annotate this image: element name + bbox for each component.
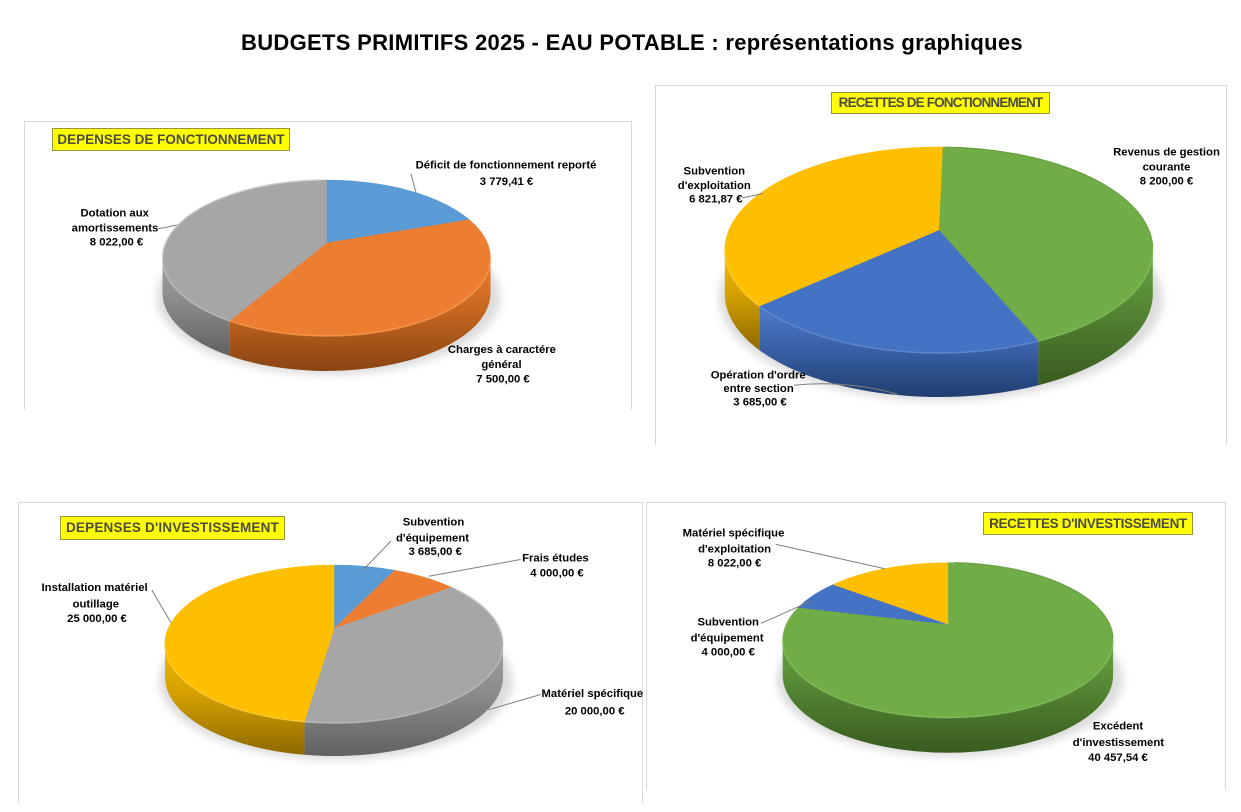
svg-text:Matériel spécifique: Matériel spécifique	[683, 528, 785, 540]
svg-text:d'équipement: d'équipement	[396, 532, 469, 544]
svg-text:8 200,00 €: 8 200,00 €	[1140, 176, 1194, 188]
svg-text:Déficit de fonctionnement repo: Déficit de fonctionnement reporté	[416, 160, 597, 172]
svg-text:Dotation aux: Dotation aux	[80, 207, 149, 219]
svg-text:amortissements: amortissements	[72, 223, 159, 235]
svg-text:d'exploitation: d'exploitation	[678, 180, 751, 192]
svg-text:Opération d'ordre: Opération d'ordre	[711, 369, 806, 381]
svg-text:7 500,00 €: 7 500,00 €	[476, 374, 530, 386]
svg-text:Excédent: Excédent	[1093, 721, 1143, 733]
svg-text:Revenus de gestion: Revenus de gestion	[1113, 147, 1220, 159]
svg-text:d'équipement: d'équipement	[691, 632, 764, 644]
svg-text:Frais études: Frais études	[522, 553, 589, 565]
svg-text:Installation matériel: Installation matériel	[42, 582, 148, 594]
svg-text:3 779,41 €: 3 779,41 €	[480, 176, 534, 188]
svg-text:général: général	[481, 359, 521, 371]
svg-text:Subvention: Subvention	[403, 516, 465, 528]
svg-text:20 000,00 €: 20 000,00 €	[565, 706, 625, 718]
svg-text:25 000,00 €: 25 000,00 €	[67, 613, 127, 625]
svg-text:Subvention: Subvention	[684, 166, 746, 178]
svg-text:3 685,00 €: 3 685,00 €	[408, 546, 462, 558]
svg-text:8 022,00 €: 8 022,00 €	[708, 558, 762, 570]
svg-text:8 022,00 €: 8 022,00 €	[90, 237, 144, 249]
svg-text:6 821,87 €: 6 821,87 €	[689, 194, 743, 206]
svg-text:4 000,00 €: 4 000,00 €	[701, 646, 755, 658]
svg-text:Charges à caractére: Charges à caractére	[448, 344, 556, 356]
svg-text:4 000,00 €: 4 000,00 €	[530, 568, 584, 580]
svg-text:entre section: entre section	[723, 383, 793, 395]
svg-text:40 457,54 €: 40 457,54 €	[1088, 752, 1148, 764]
svg-text:Matériel spécifique: Matériel spécifique	[542, 688, 644, 700]
svg-text:Subvention: Subvention	[697, 616, 759, 628]
svg-text:courante: courante	[1143, 162, 1191, 174]
svg-text:3 685,00 €: 3 685,00 €	[733, 397, 787, 409]
svg-text:outillage: outillage	[73, 599, 119, 611]
svg-text:d'investissement: d'investissement	[1073, 737, 1164, 749]
svg-text:d'exploitation: d'exploitation	[698, 544, 771, 556]
